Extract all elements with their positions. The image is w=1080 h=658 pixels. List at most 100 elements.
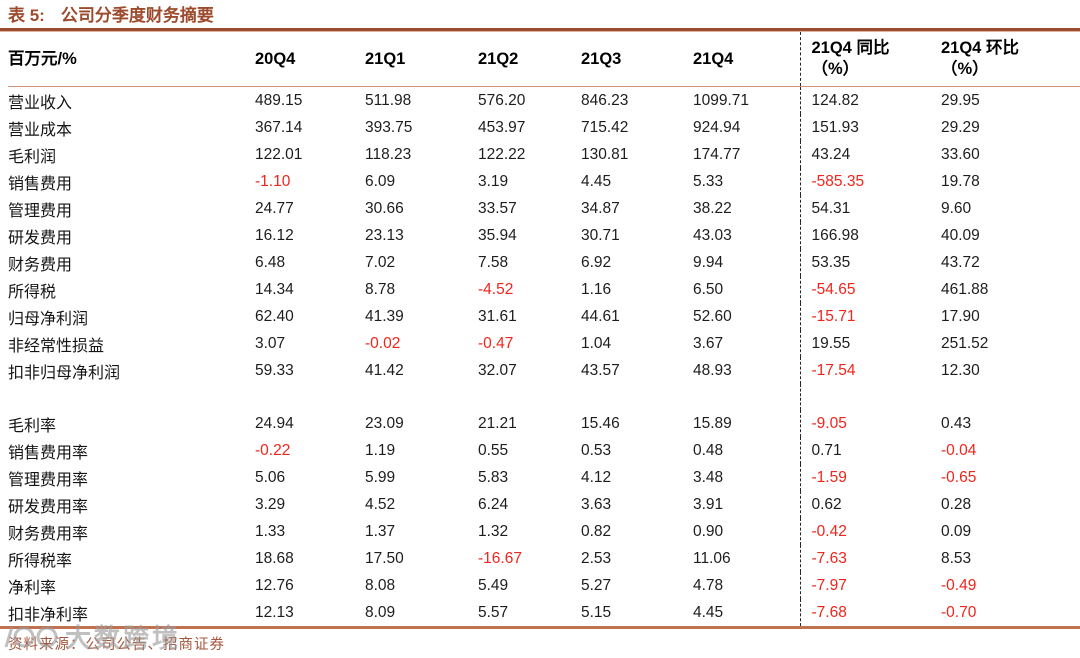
header-qoq: 21Q4 环比 （%） bbox=[930, 32, 1080, 87]
table-row: 研发费用率 3.29 4.52 6.24 3.63 3.91 0.62 0.28 bbox=[8, 491, 1080, 518]
header-yoy-line1: 21Q4 同比 bbox=[811, 39, 890, 58]
cell: 3.63 bbox=[581, 495, 612, 513]
cell: -9.05 bbox=[799, 410, 930, 437]
table-row: 营业成本 367.14 393.75 453.97 715.42 924.94 151.93… bbox=[8, 114, 1080, 141]
cell: 151.93 bbox=[799, 114, 930, 141]
cell: 9.60 bbox=[941, 199, 972, 217]
cell: -7.63 bbox=[799, 545, 930, 572]
cell: 6.24 bbox=[478, 495, 509, 513]
cell: 166.98 bbox=[799, 222, 930, 249]
cell: 6.92 bbox=[581, 253, 612, 271]
spacer-cell bbox=[693, 384, 800, 410]
cell: 7.58 bbox=[478, 253, 509, 271]
spacer-cell bbox=[799, 384, 930, 410]
cell: 34.87 bbox=[581, 199, 620, 217]
table-row: 销售费用 -1.10 6.09 3.19 4.45 5.33 -585.35 19.78 bbox=[8, 168, 1080, 195]
table-row: 管理费用 24.77 30.66 33.57 34.87 38.22 54.31 9.60 bbox=[8, 195, 1080, 222]
table-row: 毛利润 122.01 118.23 122.22 130.81 174.77 43.24 33… bbox=[8, 141, 1080, 168]
row-label: 财务费用 bbox=[8, 256, 73, 274]
row-label: 毛利率 bbox=[8, 417, 57, 435]
cell: -0.04 bbox=[941, 441, 977, 459]
row-label: 管理费用率 bbox=[8, 471, 89, 489]
cell: 14.34 bbox=[255, 280, 294, 298]
cell: 1.16 bbox=[581, 280, 612, 298]
cell: 0.53 bbox=[581, 441, 612, 459]
spacer-cell bbox=[255, 384, 365, 410]
row-label: 毛利润 bbox=[8, 148, 57, 166]
cell: 1.33 bbox=[255, 522, 286, 540]
cell: 122.01 bbox=[255, 145, 303, 163]
row-label: 扣非归母净利润 bbox=[8, 364, 121, 382]
cell: -0.70 bbox=[941, 603, 977, 621]
cell: 33.57 bbox=[478, 199, 517, 217]
cell: 4.45 bbox=[693, 603, 724, 621]
cell: 15.46 bbox=[581, 414, 620, 432]
cell: -0.02 bbox=[365, 334, 401, 352]
cell: 4.52 bbox=[365, 495, 396, 513]
cell: 8.78 bbox=[365, 280, 396, 298]
cell: 19.55 bbox=[799, 330, 930, 357]
table-header: 百万元/% 20Q4 21Q1 21Q2 21Q3 21Q4 21Q4 同比 （… bbox=[8, 32, 1080, 87]
row-label: 所得税率 bbox=[8, 552, 73, 570]
cell: 0.09 bbox=[941, 522, 972, 540]
cell: 19.78 bbox=[941, 172, 980, 190]
cell: 3.67 bbox=[693, 334, 724, 352]
row-label: 研发费用率 bbox=[8, 498, 89, 516]
cell: 5.15 bbox=[581, 603, 612, 621]
cell: 4.78 bbox=[693, 576, 724, 594]
cell: 3.91 bbox=[693, 495, 724, 513]
row-label: 财务费用率 bbox=[8, 525, 89, 543]
header-20q4: 20Q4 bbox=[255, 32, 365, 87]
cell: -4.52 bbox=[478, 280, 514, 298]
cell: 12.76 bbox=[255, 576, 294, 594]
cell: 0.43 bbox=[941, 414, 972, 432]
cell: 8.08 bbox=[365, 576, 396, 594]
cell: 8.53 bbox=[941, 549, 972, 567]
table-row: 净利率 12.76 8.08 5.49 5.27 4.78 -7.97 -0.49 bbox=[8, 572, 1080, 599]
cell: -0.49 bbox=[941, 576, 977, 594]
cell: 41.39 bbox=[365, 307, 404, 325]
header-21q4: 21Q4 bbox=[693, 32, 800, 87]
cell: 16.12 bbox=[255, 226, 294, 244]
cell: 453.97 bbox=[478, 118, 526, 136]
cell: 4.12 bbox=[581, 468, 612, 486]
quarterly-financial-table: 百万元/% 20Q4 21Q1 21Q2 21Q3 21Q4 21Q4 同比 （… bbox=[8, 32, 1080, 626]
table-row: 财务费用 6.48 7.02 7.58 6.92 9.94 53.35 43.72 bbox=[8, 249, 1080, 276]
table-row: 非经常性损益 3.07 -0.02 -0.47 1.04 3.67 19.55 251.52 bbox=[8, 330, 1080, 357]
cell: 17.50 bbox=[365, 549, 404, 567]
cell: -7.97 bbox=[799, 572, 930, 599]
cell: 0.90 bbox=[693, 522, 724, 540]
cell: 40.09 bbox=[941, 226, 980, 244]
cell: 30.66 bbox=[365, 199, 404, 217]
cell: 0.55 bbox=[478, 441, 509, 459]
cell: 54.31 bbox=[799, 195, 930, 222]
cell: 1099.71 bbox=[693, 91, 750, 109]
cell: -0.65 bbox=[941, 468, 977, 486]
spacer-cell bbox=[8, 384, 255, 410]
cell: 251.52 bbox=[941, 334, 989, 352]
cell: 38.22 bbox=[693, 199, 732, 217]
row-label: 管理费用 bbox=[8, 202, 73, 220]
cell: 0.62 bbox=[799, 491, 930, 518]
cell: 62.40 bbox=[255, 307, 294, 325]
cell: 23.09 bbox=[365, 414, 404, 432]
header-yoy: 21Q4 同比 （%） bbox=[799, 32, 930, 87]
cell: 30.71 bbox=[581, 226, 620, 244]
cell: -0.47 bbox=[478, 334, 514, 352]
cell: 52.60 bbox=[693, 307, 732, 325]
cell: 367.14 bbox=[255, 118, 303, 136]
cell: 21.21 bbox=[478, 414, 517, 432]
cell: 5.49 bbox=[478, 576, 509, 594]
header-21q3: 21Q3 bbox=[581, 32, 693, 87]
row-label: 营业收入 bbox=[8, 94, 73, 112]
cell: 15.89 bbox=[693, 414, 732, 432]
cell: 18.68 bbox=[255, 549, 294, 567]
spacer-cell bbox=[365, 384, 478, 410]
cell: 41.42 bbox=[365, 361, 404, 379]
cell: 0.82 bbox=[581, 522, 612, 540]
table-title: 表 5: 公司分季度财务摘要 bbox=[0, 0, 1080, 27]
cell: 1.04 bbox=[581, 334, 612, 352]
cell: 5.99 bbox=[365, 468, 396, 486]
cell: 393.75 bbox=[365, 118, 413, 136]
cell: 924.94 bbox=[693, 118, 741, 136]
